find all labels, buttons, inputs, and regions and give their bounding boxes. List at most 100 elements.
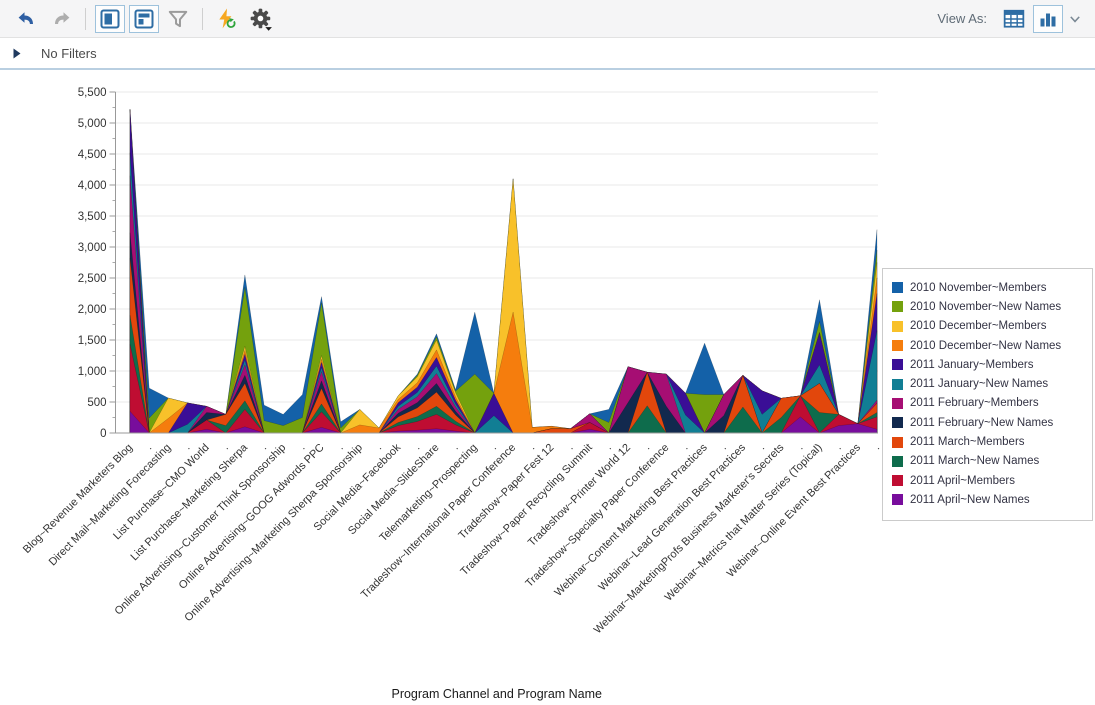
x-axis-label: . (603, 442, 614, 453)
y-axis-label: 2,000 (78, 304, 107, 316)
chart-legend: 2010 November~Members 2010 November~New N… (882, 268, 1093, 521)
redo-button[interactable] (46, 5, 76, 33)
legend-swatch (892, 494, 903, 506)
y-axis-label: 2,500 (78, 273, 107, 285)
filters-label: No Filters (41, 45, 97, 61)
legend-item[interactable]: 2010 November~New Names (892, 297, 1084, 316)
legend-item[interactable]: 2010 December~New Names (892, 336, 1084, 355)
view-as-table-button[interactable] (999, 5, 1029, 33)
x-axis-label: Webinar~Online Event Best Practices (725, 441, 864, 580)
settings-button[interactable] (246, 5, 276, 33)
x-axis-label: . (871, 442, 882, 453)
view-as-label: View As: (937, 11, 987, 26)
legend-item[interactable]: 2011 February~New Names (892, 413, 1084, 432)
x-axis-title: Program Channel and Program Name (391, 687, 602, 701)
legend-label: 2011 February~New Names (910, 416, 1054, 429)
legend-swatch (892, 282, 903, 294)
legend-item[interactable]: 2010 November~Members (892, 278, 1084, 297)
x-axis-label: . (795, 442, 806, 453)
report-chart-area: 0 500 1,000 1,500 2,000 2,500 3,000 3,500 4,000 4… (0, 70, 1095, 704)
layout-top-panel-icon (134, 9, 154, 28)
toolbar: View As: (0, 0, 1095, 38)
filter-button[interactable] (163, 5, 193, 33)
x-axis-label: . (335, 442, 346, 453)
x-axis-label: Online Advertising~Marketing Sherpa Spon… (182, 442, 365, 625)
x-axis-label: . (718, 442, 729, 453)
legend-label: 2010 November~Members (910, 281, 1047, 294)
y-axis-label: 1,500 (78, 335, 107, 347)
x-axis-label: . (488, 442, 499, 453)
x-axis-label: . (412, 442, 423, 453)
y-axis-label: 4,500 (78, 149, 107, 161)
legend-label: 2011 April~New Names (910, 493, 1030, 506)
layout-left-panel-button[interactable] (95, 4, 125, 33)
legend-item[interactable]: 2011 February~Members (892, 394, 1084, 413)
gear-icon (250, 8, 272, 31)
legend-item[interactable]: 2010 December~Members (892, 317, 1084, 336)
toolbar-separator (85, 7, 86, 30)
legend-swatch (892, 340, 903, 352)
legend-swatch (892, 320, 903, 332)
x-axis-label: . (373, 442, 384, 453)
y-axis-label: 3,000 (78, 242, 107, 254)
x-axis-label: Tradeshow~Specialty Paper Conference (523, 442, 671, 590)
bar-chart-view-icon (1040, 13, 1056, 26)
view-as-dropdown-button[interactable] (1065, 7, 1085, 31)
legend-swatch (892, 475, 903, 487)
expand-right-icon (13, 48, 21, 58)
legend-item[interactable]: 2011 January~Members (892, 355, 1084, 374)
y-axis-label: 3,500 (78, 211, 107, 223)
legend-item[interactable]: 2011 January~New Names (892, 374, 1084, 393)
x-axis-label: . (182, 442, 193, 453)
refresh-report-button[interactable] (212, 5, 242, 33)
legend-label: 2011 March~Members (910, 436, 1025, 449)
legend-swatch (892, 417, 903, 429)
legend-swatch (892, 378, 903, 390)
stacked-area-chart: 0 500 1,000 1,500 2,000 2,500 3,000 3,500 4,000 4… (21, 87, 882, 701)
undo-icon (18, 11, 33, 24)
view-as-chart-button[interactable] (1033, 4, 1063, 33)
filter-funnel-icon (168, 10, 188, 27)
legend-label: 2010 November~New Names (910, 300, 1062, 313)
legend-item[interactable]: 2011 April~Members (892, 471, 1084, 490)
legend-label: 2010 December~New Names (910, 339, 1062, 352)
legend-item[interactable]: 2011 March~Members (892, 432, 1084, 451)
x-axis-label: . (220, 442, 231, 453)
y-axis-label: 4,000 (78, 180, 107, 192)
chevron-down-icon (1070, 15, 1080, 23)
filters-expander-button[interactable] (13, 48, 21, 59)
toolbar-separator (202, 7, 203, 30)
y-axis-label: 500 (87, 397, 106, 409)
x-axis-label: . (757, 442, 768, 453)
layout-left-panel-icon (100, 9, 120, 28)
layout-top-panel-button[interactable] (129, 4, 159, 33)
x-axis-label: . (833, 442, 844, 453)
x-axis-label: . (642, 442, 653, 453)
table-view-icon (1003, 9, 1025, 28)
legend-item[interactable]: 2011 April~New Names (892, 490, 1084, 509)
x-axis-label: . (565, 442, 576, 453)
x-axis-label: . (144, 442, 155, 453)
x-axis-label: . (297, 442, 308, 453)
filters-bar: No Filters (0, 38, 1095, 70)
x-axis-label: . (450, 442, 461, 453)
legend-label: 2011 January~New Names (910, 378, 1049, 391)
x-axis-label: Online Advertising~GOOG Adwords PPC (177, 442, 327, 592)
legend-label: 2011 March~New Names (910, 455, 1040, 468)
x-axis-label: . (527, 442, 538, 453)
legend-swatch (892, 436, 903, 448)
y-axis-label: 5,000 (78, 118, 107, 130)
legend-swatch (892, 301, 903, 313)
lightning-refresh-icon (219, 8, 236, 28)
y-axis-label: 0 (100, 428, 106, 440)
legend-swatch (892, 397, 903, 409)
legend-swatch (892, 359, 903, 371)
legend-item[interactable]: 2011 March~New Names (892, 452, 1084, 471)
undo-button[interactable] (12, 5, 42, 33)
legend-label: 2010 December~Members (910, 320, 1047, 333)
x-axis-label: . (259, 442, 270, 453)
legend-label: 2011 January~Members (910, 358, 1034, 371)
legend-label: 2011 February~Members (910, 397, 1039, 410)
x-axis-label: . (680, 442, 691, 453)
legend-swatch (892, 455, 903, 467)
